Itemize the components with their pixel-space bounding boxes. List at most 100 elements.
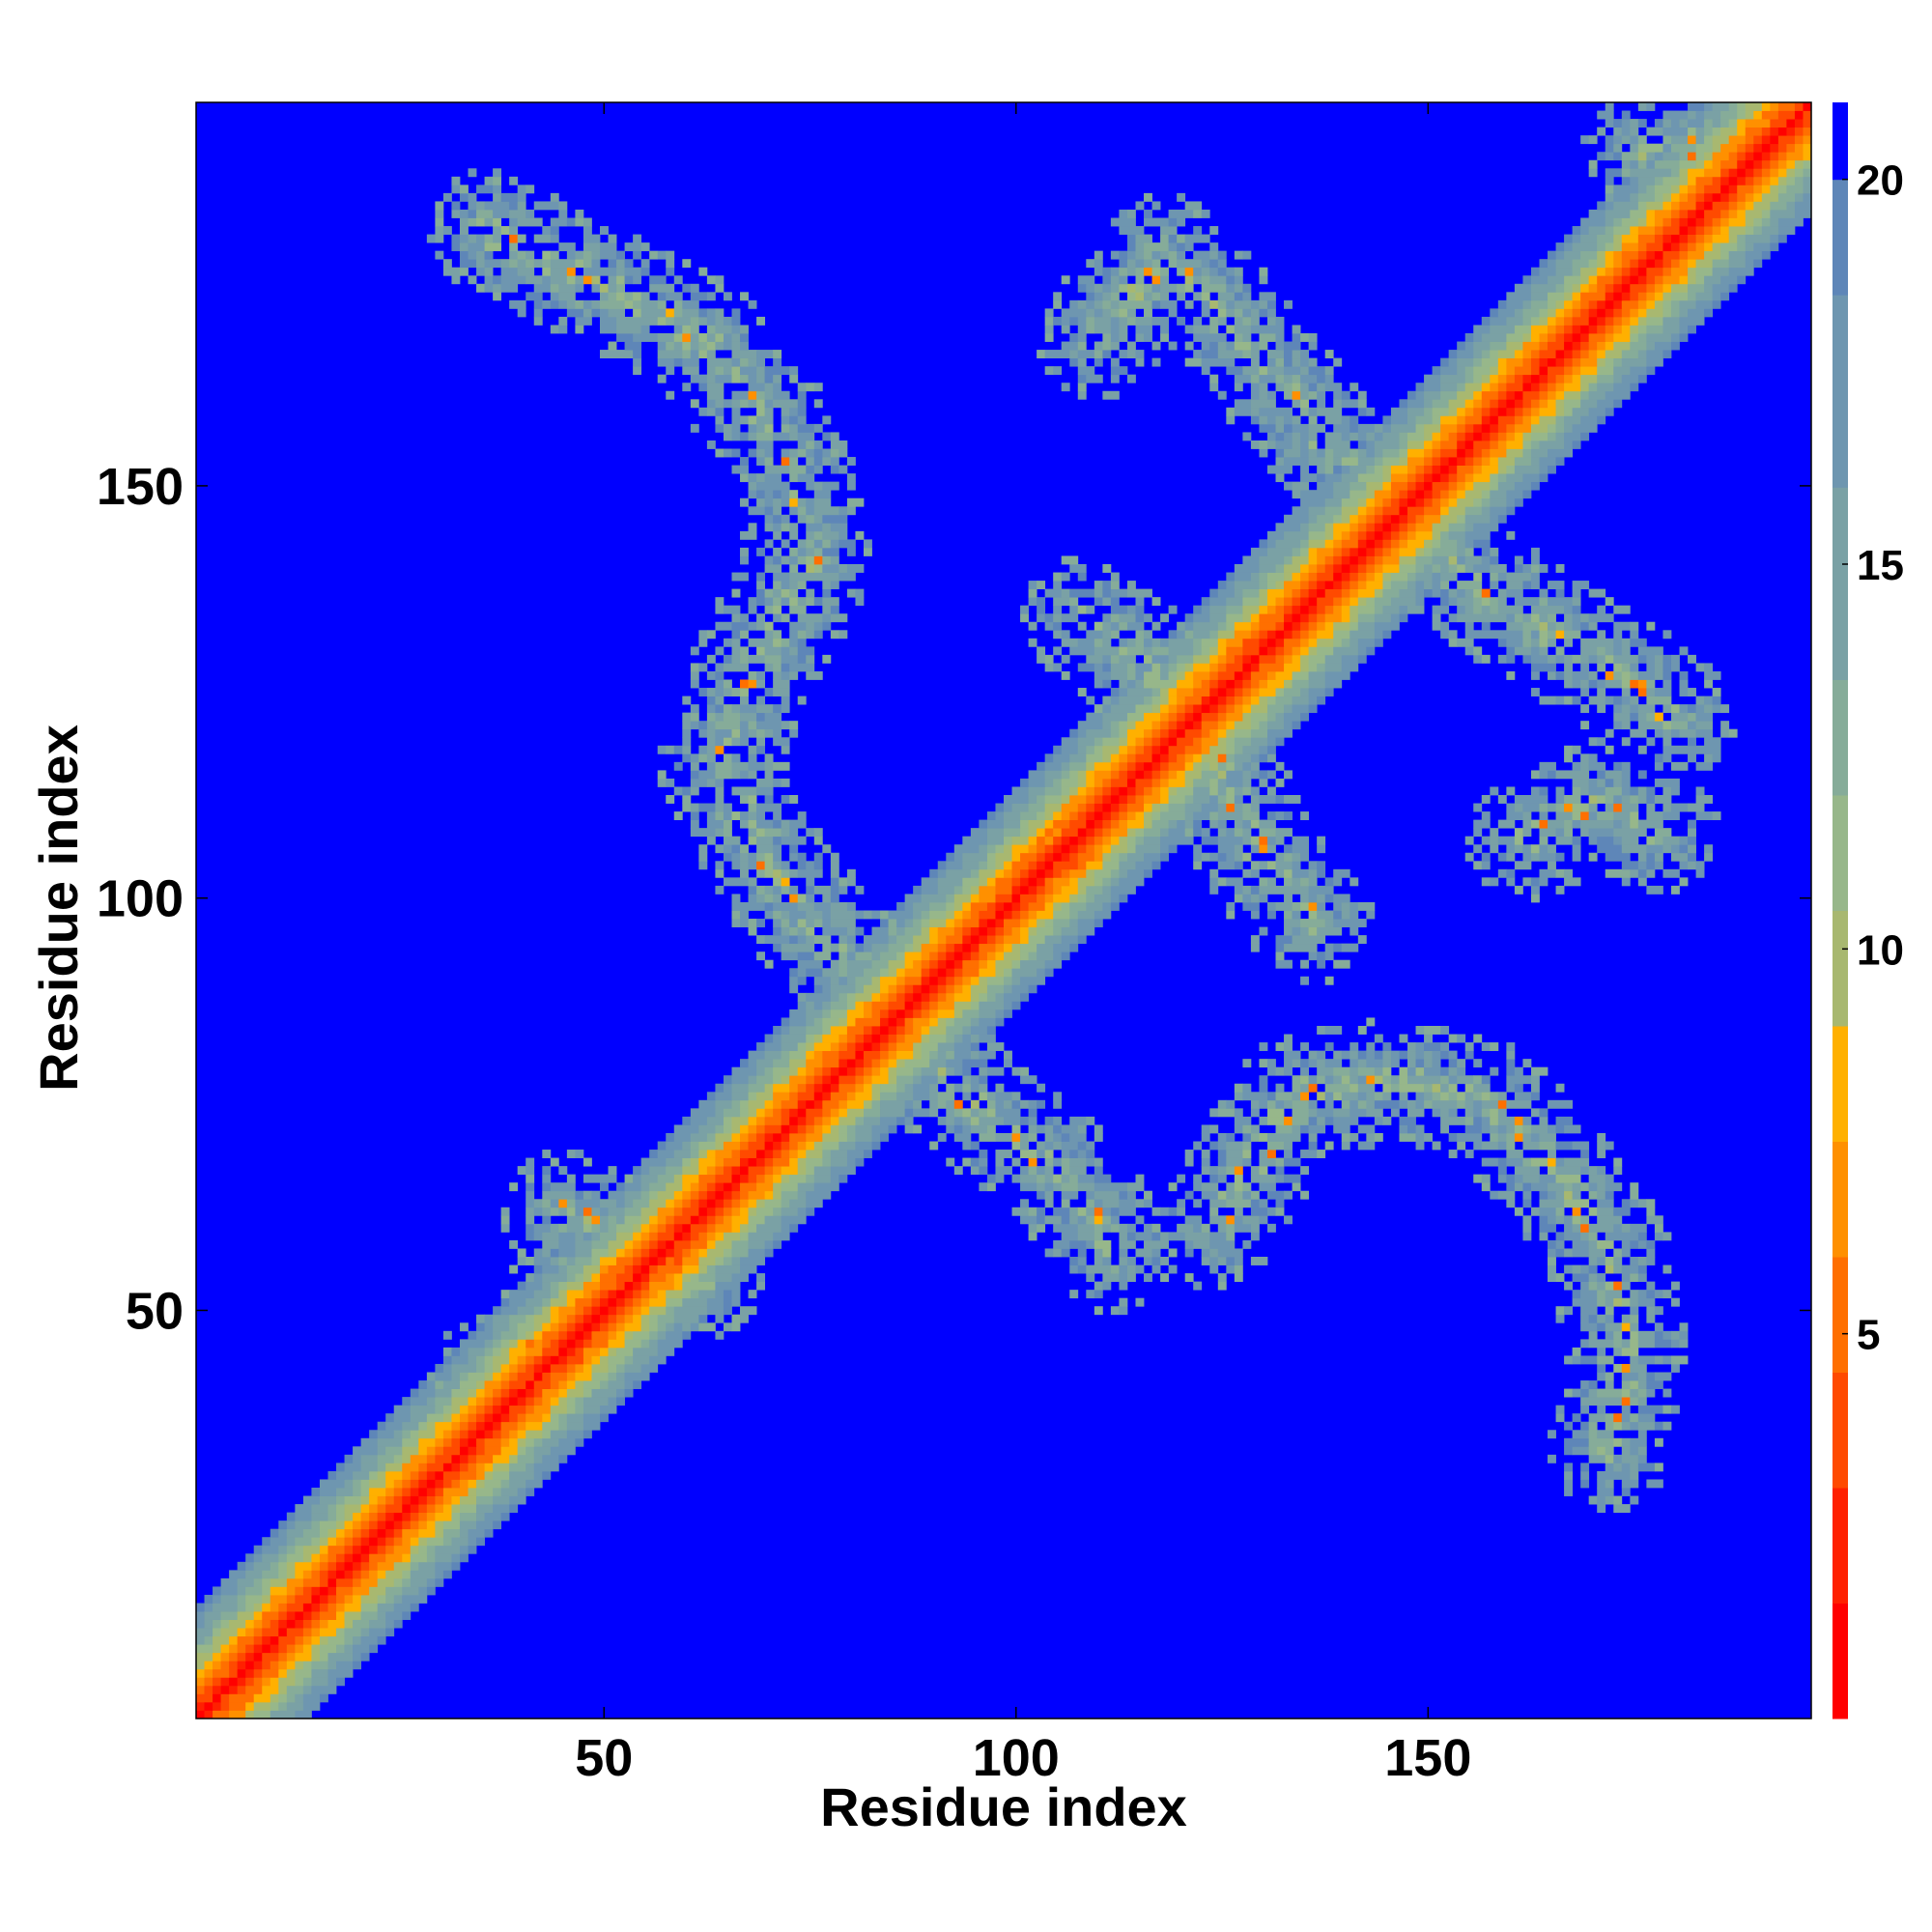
heatmap-cell	[649, 1199, 667, 1208]
heatmap-cell	[1621, 1463, 1631, 1472]
heatmap-cell	[493, 1330, 502, 1340]
heatmap-cell	[1637, 1413, 1656, 1423]
heatmap-cell	[608, 1347, 617, 1356]
heatmap-cell	[360, 1570, 370, 1579]
heatmap-cell	[1020, 885, 1029, 895]
heatmap-cell	[1102, 1281, 1112, 1291]
heatmap-cell	[1094, 597, 1103, 607]
heatmap-cell	[1597, 1132, 1606, 1142]
heatmap-cell	[1217, 828, 1227, 838]
heatmap-cell	[1259, 597, 1268, 607]
heatmap-cell	[904, 952, 923, 961]
heatmap-cell	[1300, 621, 1310, 631]
heatmap-cell	[773, 819, 782, 829]
heatmap-cell	[410, 1512, 419, 1521]
heatmap-cell	[600, 1281, 617, 1291]
heatmap-cell	[1250, 1190, 1260, 1200]
heatmap-cell	[673, 1215, 692, 1225]
heatmap-cell	[1053, 572, 1063, 582]
heatmap-cell	[806, 1116, 815, 1125]
heatmap-cell	[418, 1586, 428, 1596]
heatmap-cell	[295, 1644, 304, 1654]
heatmap-cell	[476, 1504, 494, 1514]
heatmap-cell	[1341, 663, 1359, 672]
heatmap-cell	[1193, 844, 1203, 854]
heatmap-cell	[904, 943, 914, 952]
heatmap-cell	[1201, 745, 1210, 754]
heatmap-cell	[1053, 597, 1070, 607]
heatmap-cell	[1333, 605, 1343, 614]
heatmap-cell	[1259, 753, 1268, 763]
heatmap-cell	[1605, 1495, 1614, 1505]
heatmap-cell	[633, 1199, 650, 1208]
heatmap-cell	[764, 852, 774, 862]
heatmap-cell	[360, 1635, 379, 1645]
heatmap-cell	[748, 745, 757, 754]
heatmap-cell	[995, 868, 1005, 878]
heatmap-cell	[1234, 1215, 1243, 1225]
heatmap-cell	[1259, 688, 1276, 696]
heatmap-cell	[1366, 1050, 1376, 1060]
heatmap-cell	[1209, 1166, 1219, 1176]
heatmap-cell	[706, 819, 724, 829]
heatmap-cell	[1621, 819, 1631, 829]
heatmap-cell	[773, 894, 782, 903]
heatmap-cell	[781, 1150, 790, 1158]
heatmap-cell	[476, 1520, 494, 1530]
heatmap-cell	[344, 1454, 354, 1463]
heatmap-cell	[1259, 861, 1268, 870]
heatmap-cell	[1226, 1199, 1252, 1208]
heatmap-cell	[1177, 679, 1194, 689]
heatmap-cell	[1630, 696, 1639, 705]
heatmap-cell	[806, 1001, 815, 1010]
heatmap-cell	[1119, 1199, 1136, 1208]
heatmap-cell	[1588, 1413, 1606, 1423]
heatmap-cell	[880, 976, 897, 985]
heatmap-cell	[1548, 861, 1556, 870]
heatmap-cell	[986, 1026, 996, 1035]
heatmap-cell	[1151, 1207, 1161, 1216]
heatmap-cell	[1077, 894, 1087, 903]
heatmap-cell	[773, 901, 799, 911]
heatmap-cell	[855, 926, 865, 936]
heatmap-cell	[1473, 1116, 1483, 1125]
heatmap-cell	[1020, 1174, 1037, 1183]
heatmap-cell	[822, 597, 839, 607]
heatmap-cell	[1184, 663, 1194, 672]
heatmap-cell	[1160, 638, 1170, 647]
heatmap-cell	[715, 1215, 724, 1225]
heatmap-cell	[748, 1239, 766, 1249]
heatmap-cell	[1110, 894, 1120, 903]
heatmap-cell	[1144, 1257, 1152, 1265]
heatmap-cell	[1044, 959, 1063, 969]
heatmap-cell	[1292, 852, 1301, 862]
heatmap-cell	[995, 844, 1005, 854]
heatmap-cell	[1011, 984, 1029, 994]
heatmap-cell	[600, 1223, 609, 1233]
heatmap-cell	[1448, 613, 1458, 623]
heatmap-cell	[1234, 1124, 1243, 1134]
heatmap-cell	[1168, 745, 1186, 754]
heatmap-cell	[1077, 745, 1087, 754]
heatmap-cell	[1300, 712, 1310, 722]
heatmap-cell	[789, 721, 799, 730]
heatmap-cell	[1424, 1066, 1441, 1076]
heatmap-cell	[1374, 588, 1383, 598]
heatmap-cell	[1440, 597, 1450, 607]
heatmap-cell	[962, 901, 972, 911]
heatmap-cell	[1324, 1042, 1334, 1052]
heatmap-cell	[1630, 1495, 1639, 1505]
heatmap-cell	[1324, 1092, 1334, 1101]
heatmap-cell	[748, 894, 757, 903]
heatmap-cell	[806, 919, 815, 927]
heatmap-cell	[1580, 1290, 1598, 1299]
heatmap-cell	[1712, 753, 1721, 763]
heatmap-cell	[1028, 1166, 1037, 1176]
heatmap-cell	[1144, 1199, 1152, 1208]
heatmap-cell	[1193, 679, 1203, 689]
heatmap-cell	[1613, 654, 1639, 664]
heatmap-cell	[822, 1083, 832, 1093]
heatmap-cell	[846, 943, 856, 952]
heatmap-cell	[1481, 597, 1491, 607]
heatmap-cell	[706, 1297, 724, 1307]
